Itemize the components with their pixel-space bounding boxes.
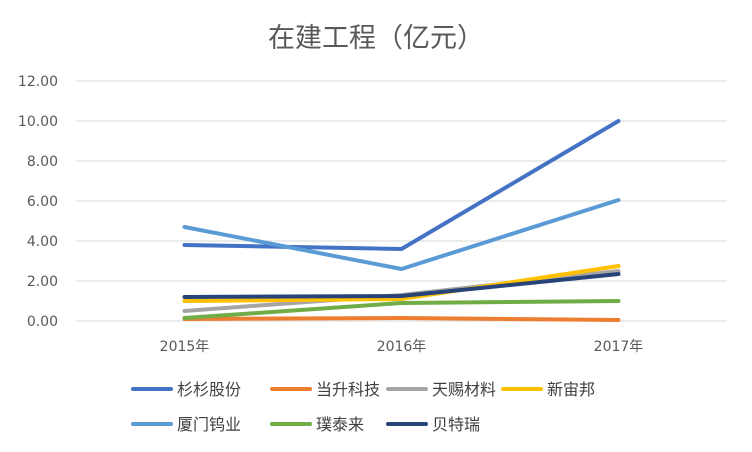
y-axis-ticks: 0.00 2.00 4.00 6.00 8.00 10.00 12.00 xyxy=(18,74,58,330)
legend-item: 杉杉股份 xyxy=(131,380,241,399)
series-line-1 xyxy=(182,119,621,251)
legend-label: 新宙邦 xyxy=(547,380,595,399)
legend-label: 贝特瑞 xyxy=(432,415,480,434)
series-line-2 xyxy=(182,316,621,322)
legend-item: 新宙邦 xyxy=(501,380,595,399)
y-tick-label: 0.00 xyxy=(27,314,58,330)
gridlines xyxy=(76,80,727,322)
legend-label: 厦门钨业 xyxy=(177,415,241,434)
legend-item: 当升科技 xyxy=(270,380,380,399)
legend-label: 当升科技 xyxy=(316,380,380,399)
y-tick-label: 8.00 xyxy=(27,154,58,170)
x-tick-label: 2017年 xyxy=(594,339,644,355)
series-line-7 xyxy=(182,272,621,299)
series-line-4 xyxy=(182,264,621,303)
legend-item: 贝特瑞 xyxy=(386,415,480,434)
x-axis-ticks: 2015年 2016年 2017年 xyxy=(160,339,644,355)
chart-title: 在建工程（亿元） xyxy=(268,23,484,54)
legend-label: 天赐材料 xyxy=(432,380,496,399)
y-tick-label: 6.00 xyxy=(27,194,58,210)
legend-label: 璞泰来 xyxy=(316,415,364,434)
x-tick-label: 2016年 xyxy=(377,339,427,355)
x-tick-label: 2015年 xyxy=(160,339,210,355)
legend-item: 天赐材料 xyxy=(386,380,496,399)
y-tick-label: 12.00 xyxy=(18,74,58,90)
series-line-6 xyxy=(182,299,621,320)
y-tick-label: 4.00 xyxy=(27,234,58,250)
y-tick-label: 2.00 xyxy=(27,274,58,290)
legend-item: 璞泰来 xyxy=(270,415,364,434)
legend-label: 杉杉股份 xyxy=(177,380,241,399)
y-tick-label: 10.00 xyxy=(18,114,58,130)
series-lines xyxy=(182,119,621,322)
legend-item: 厦门钨业 xyxy=(131,415,241,434)
series-line-5 xyxy=(182,198,621,271)
